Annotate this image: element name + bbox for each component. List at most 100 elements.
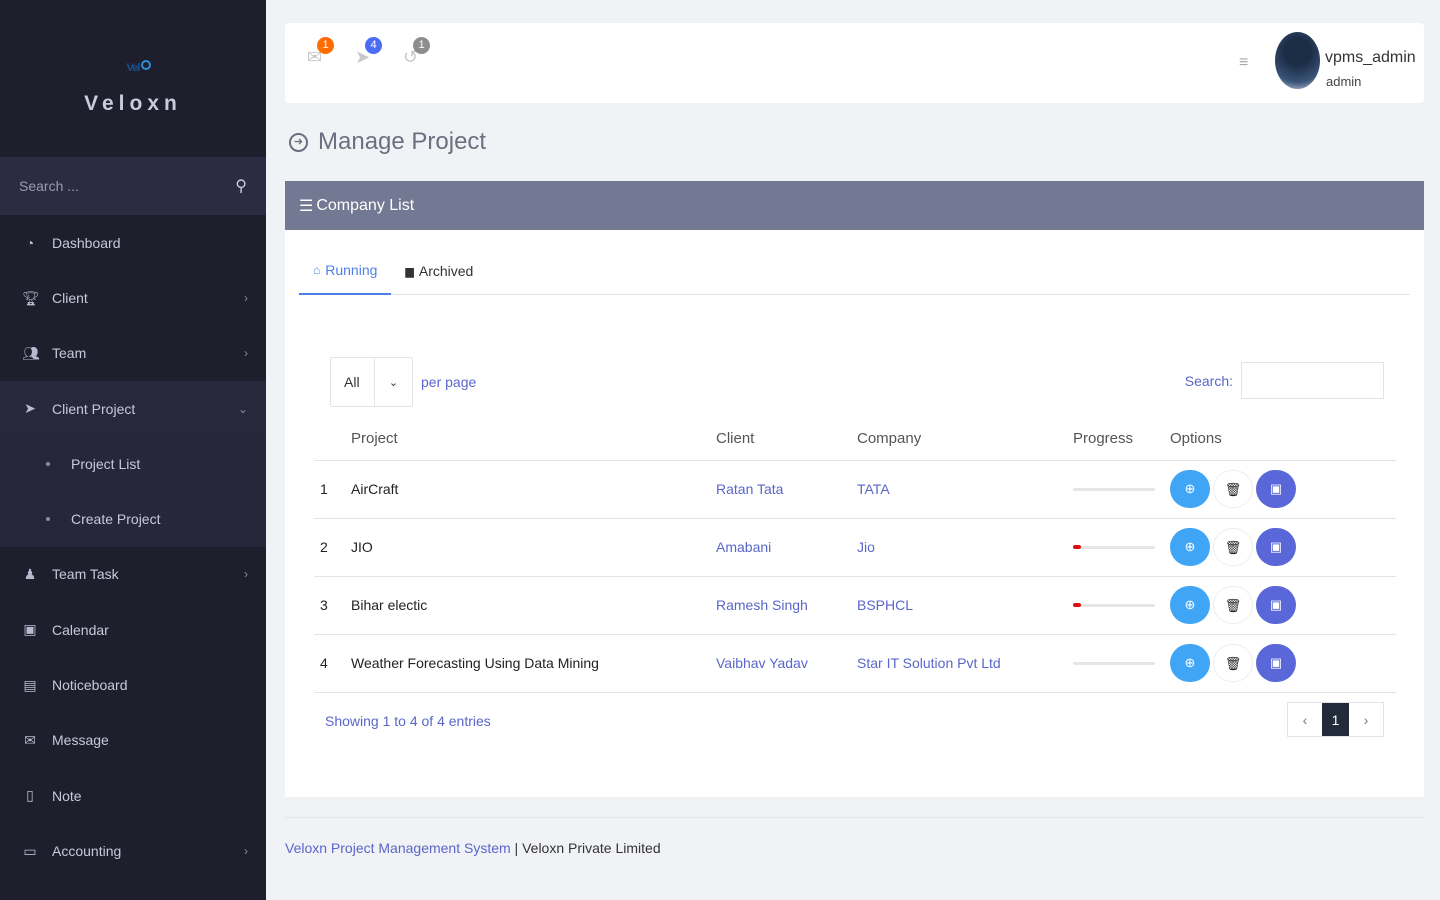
company-list-card: ☰ Company List ⌂ Running ▆ Archived All ⌄ pe…	[285, 181, 1424, 797]
archive-button[interactable]: ▣	[1256, 644, 1296, 682]
clipboard-icon: ▤	[23, 676, 37, 693]
client-name: Ramesh Singh	[716, 576, 857, 635]
table-search-input[interactable]	[1241, 362, 1384, 399]
brand-name: Veloxn	[84, 92, 182, 115]
nav-label: Note	[52, 787, 82, 804]
delete-button[interactable]: 🗑︎	[1213, 586, 1253, 624]
chevron-right-icon: ›	[244, 291, 248, 306]
mail-notification[interactable]: ✉ 1	[307, 37, 334, 69]
task-notification[interactable]: ➤ 4	[355, 37, 382, 69]
sidebar-item-team-task[interactable]: ♟ Team Task ›	[0, 547, 266, 602]
home-icon: ⌂	[313, 263, 321, 277]
progress-bar	[1073, 602, 1155, 607]
company-name: TATA	[857, 460, 1073, 519]
footer-system: Veloxn Project Management System	[285, 840, 511, 856]
delete-button[interactable]: 🗑︎	[1213, 528, 1253, 566]
sidebar: Vel Veloxn Search ... ⚲ ◔ Dashboard 🏆︎ Cli…	[0, 0, 266, 900]
dashboard-icon: ◔	[25, 234, 35, 251]
table-header-row: Project Client Company Progress Options	[314, 417, 1396, 461]
nav-label: Noticeboard	[52, 677, 128, 694]
search-input[interactable]: Search ...	[19, 178, 79, 194]
sidebar-search[interactable]: Search ... ⚲	[0, 157, 266, 215]
delete-button[interactable]: 🗑︎	[1213, 644, 1253, 682]
progress-fill	[1073, 544, 1082, 549]
project-name: Weather Forecasting Using Data Mining	[351, 634, 716, 693]
col-client[interactable]: Client	[716, 417, 857, 461]
sidebar-item-dashboard[interactable]: ◔ Dashboard	[0, 215, 266, 270]
project-name: JIO	[351, 518, 716, 577]
sidebar-item-note[interactable]: ▯ Note	[0, 768, 266, 823]
avatar[interactable]	[1275, 32, 1320, 89]
client-name: Amabani	[716, 518, 857, 577]
footer-company: Veloxn Private Limited	[522, 840, 661, 856]
per-page-select[interactable]: All ⌄	[330, 357, 413, 407]
archive-button[interactable]: ▣	[1256, 586, 1296, 624]
chevron-right-icon: ›	[244, 346, 248, 361]
sidebar-item-client[interactable]: 🏆︎ Client ›	[0, 270, 266, 325]
view-button[interactable]: ⊕	[1170, 586, 1210, 624]
sidebar-item-calendar[interactable]: ▣ Calendar	[0, 602, 266, 657]
sidebar-item-client-project[interactable]: ➤ Client Project ⌄	[0, 381, 266, 437]
archive-button[interactable]: ▣	[1256, 470, 1296, 508]
nav-label: Team Task	[52, 566, 119, 583]
progress-bar	[1073, 544, 1155, 549]
nav-label: Accounting	[52, 843, 122, 860]
col-company[interactable]: Company	[857, 417, 1073, 461]
project-name: AirCraft	[351, 460, 716, 519]
prev-page-button[interactable]: ‹	[1302, 711, 1308, 728]
logo-image: Vel	[115, 58, 151, 80]
sidebar-subitem-project-list[interactable]: Project List	[0, 436, 266, 492]
search-label: Search:	[1184, 372, 1233, 389]
options-cell: ⊕ 🗑︎ ▣	[1170, 634, 1396, 693]
sidebar-subitem-create-project[interactable]: Create Project	[0, 491, 266, 547]
progress-cell	[1073, 460, 1170, 519]
client-name: Vaibhav Yadav	[716, 634, 857, 693]
archive-button[interactable]: ▣	[1256, 528, 1296, 566]
footer: Veloxn Project Management System | Velox…	[285, 817, 1424, 856]
progress-bar	[1073, 661, 1155, 665]
view-button[interactable]: ⊕	[1170, 470, 1210, 508]
col-progress[interactable]: Progress	[1073, 417, 1170, 461]
page-1-button[interactable]: 1	[1322, 703, 1349, 736]
top-bar: ✉ 1 ➤ 4 ↺ 1 ≡ vpms_admin admin	[285, 23, 1424, 103]
per-page-value: All	[331, 358, 375, 406]
menu-icon[interactable]: ≡	[1239, 54, 1249, 71]
task-badge: 4	[365, 37, 382, 54]
circle-arrow-icon: ➜	[289, 132, 308, 152]
search-icon[interactable]: ⚲	[235, 178, 247, 195]
row-index: 3	[314, 576, 351, 635]
logo: Vel Veloxn	[0, 0, 266, 157]
sidebar-item-message[interactable]: ✉ Message	[0, 713, 266, 768]
nav-label: Calendar	[52, 621, 109, 638]
user-role: admin	[1326, 74, 1362, 89]
history-icon: ↺	[403, 47, 419, 67]
progress-cell	[1073, 576, 1170, 635]
nav-label: Team	[52, 345, 87, 362]
view-button[interactable]: ⊕	[1170, 644, 1210, 682]
tab-running[interactable]: ⌂ Running	[299, 247, 392, 295]
username[interactable]: vpms_admin	[1325, 49, 1416, 66]
options-cell: ⊕ 🗑︎ ▣	[1170, 576, 1396, 635]
history-notification[interactable]: ↺ 1	[403, 37, 430, 69]
view-button[interactable]: ⊕	[1170, 528, 1210, 566]
options-cell: ⊕ 🗑︎ ▣	[1170, 518, 1396, 577]
trophy-icon: 🏆︎	[22, 289, 40, 306]
sidebar-item-accounting[interactable]: ▭ Accounting ›	[0, 824, 266, 879]
tab-archived[interactable]: ▆ Archived	[391, 247, 487, 295]
chevron-right-icon: ›	[244, 567, 248, 582]
next-page-button[interactable]: ›	[1363, 711, 1369, 728]
chevron-down-icon: ⌄	[388, 376, 399, 389]
sidebar-item-noticeboard[interactable]: ▤ Noticeboard	[0, 657, 266, 712]
credit-card-icon: ▭	[23, 842, 37, 859]
progress-cell	[1073, 634, 1170, 693]
chevron-right-icon: ›	[244, 844, 248, 859]
table-row: 4 Weather Forecasting Using Data Mining …	[314, 634, 1396, 693]
delete-button[interactable]: 🗑︎	[1213, 470, 1253, 508]
tabs: ⌂ Running ▆ Archived	[299, 247, 1410, 295]
col-project[interactable]: Project	[351, 417, 716, 461]
client-name: Ratan Tata	[716, 460, 857, 519]
nav-label: Dashboard	[52, 234, 121, 251]
list-icon: ☰	[299, 197, 314, 215]
page-title-text: Manage Project	[318, 128, 487, 155]
sidebar-item-team[interactable]: 👥︎ Team ›	[0, 326, 266, 381]
